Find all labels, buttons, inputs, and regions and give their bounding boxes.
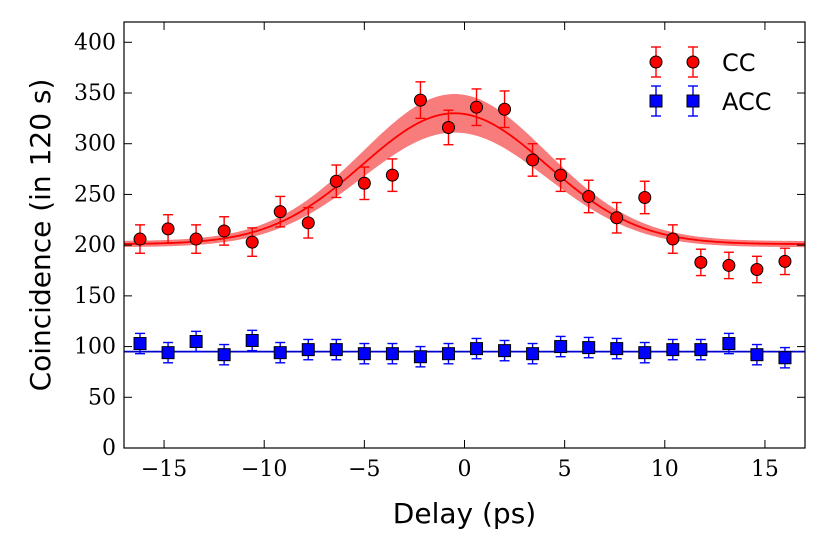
acc-point [273,346,287,360]
acc-point [722,337,736,351]
cc-point [778,254,792,268]
acc-point [441,347,455,361]
cc-point [133,232,147,246]
x-tick-label: 0 [458,457,472,482]
legend-label-cc: CC [722,49,756,77]
legend-marker-cc [649,55,663,69]
cc-point [498,102,512,116]
acc-point [301,343,315,357]
acc-point [357,347,371,361]
acc-point [610,342,624,356]
y-tick-label: 0 [102,436,116,461]
y-tick-label: 300 [74,132,116,157]
acc-point [498,344,512,358]
cc-point [301,216,315,230]
acc-point [526,347,540,361]
acc-point [413,350,427,364]
legend-marker-acc [649,94,663,108]
acc-point [189,335,203,348]
acc-point [554,340,568,354]
cc-point [526,153,540,167]
cc-point [273,205,287,219]
cc-point [413,93,427,107]
cc-point [666,232,680,246]
cc-point [554,168,568,182]
x-tick-label: 5 [558,457,572,482]
acc-point [470,342,484,356]
acc-point [217,348,231,362]
acc-point [778,351,792,365]
legend: CC ACC [649,46,772,117]
acc-point [245,333,259,347]
cc-point [189,232,203,246]
legend-entry-acc: ACC [649,85,772,117]
x-tick-label: 15 [751,457,779,482]
cc-point [357,176,371,190]
legend-marker-cc [686,55,700,69]
x-tick-label: −15 [141,457,187,482]
y-axis-label: Coincidence (in 120 s) [24,79,57,392]
x-tick-label: 10 [651,457,679,482]
acc-point [161,346,175,360]
acc-point [750,348,764,362]
cc-point [610,211,624,225]
cc-point [694,255,708,269]
legend-label-acc: ACC [722,88,772,116]
cc-point [750,262,764,276]
y-tick-label: 100 [74,335,116,360]
acc-point [329,343,343,357]
acc-point [694,343,708,357]
x-tick-label: −10 [241,457,287,482]
y-tick-label: 350 [74,81,116,106]
acc-point [385,347,399,361]
cc-point [582,189,596,203]
plot-area [123,21,806,449]
acc-point [666,343,680,357]
x-tick-label: −5 [348,457,380,482]
y-tick-label: 50 [88,385,116,410]
acc-point [638,346,652,360]
cc-point [245,235,259,249]
cc-point [385,168,399,182]
cc-point [217,224,231,238]
acc-point [133,337,147,351]
cc-fit-band [124,94,805,248]
y-tick-label: 400 [74,30,116,55]
x-axis-label: Delay (ps) [393,497,536,530]
cc-point [638,190,652,204]
y-tick-label: 250 [74,182,116,207]
cc-point [470,100,484,114]
acc-point [582,341,596,355]
legend-marker-acc [686,94,700,108]
y-tick-label: 150 [74,284,116,309]
cc-point [441,120,455,134]
y-tick-label: 200 [74,233,116,258]
cc-fit-line [124,112,805,245]
plot-content [124,81,805,369]
cc-point [329,174,343,188]
cc-point [161,222,175,236]
cc-point [722,258,736,272]
legend-entry-cc: CC [649,46,756,78]
